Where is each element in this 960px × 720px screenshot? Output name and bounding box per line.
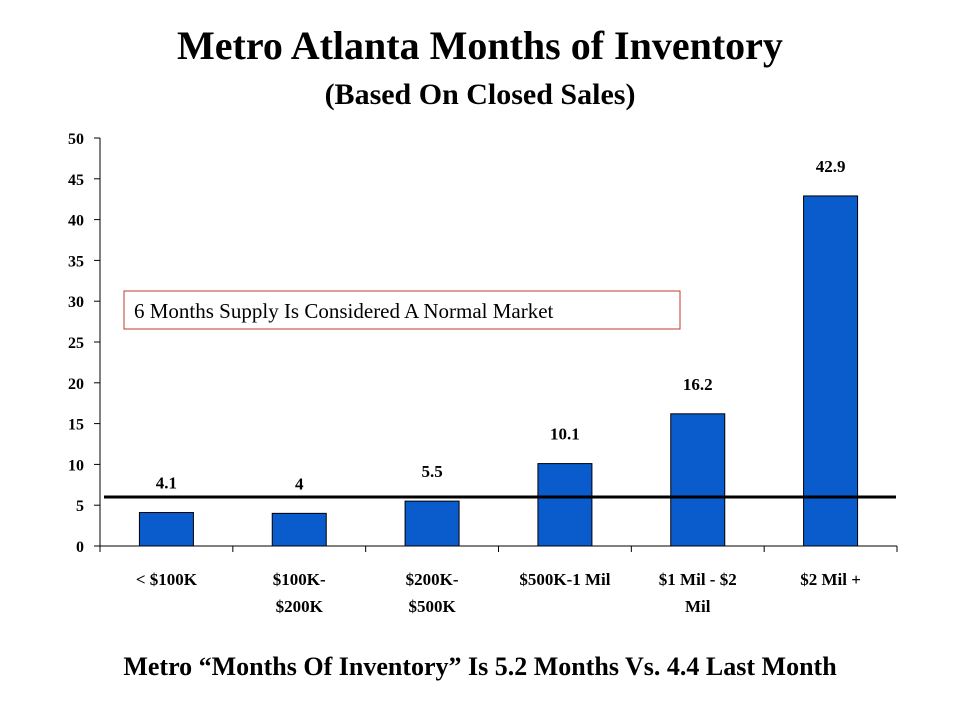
footer-note: Metro “Months Of Inventory” Is 5.2 Month… [123, 652, 837, 681]
y-tick-label: 25 [68, 335, 84, 352]
annotation: 6 Months Supply Is Considered A Normal M… [104, 290, 896, 499]
x-tick-label: $1 Mil - $2 [659, 570, 737, 589]
x-tick-label: $500K-1 Mil [519, 570, 610, 589]
x-tick-label: $200K [276, 597, 324, 616]
y-tick-label: 40 [68, 213, 84, 230]
y-tick-label: 50 [68, 131, 84, 148]
x-tick-label: $500K [408, 597, 456, 616]
x-tick-label: Mil [685, 597, 711, 616]
y-tick-label: 0 [76, 539, 84, 556]
y-tick-label: 35 [68, 253, 84, 270]
annotation-box [123, 290, 681, 330]
x-tick-label: $100K- [273, 570, 326, 589]
bar [404, 500, 460, 547]
data-label: 4.1 [156, 474, 177, 493]
bars [138, 195, 859, 547]
x-tick-label: < $100K [136, 570, 198, 589]
chart-subtitle: (Based On Closed Sales) [324, 78, 636, 111]
y-tick-label: 30 [68, 294, 84, 311]
y-tick-label: 10 [68, 457, 84, 474]
data-label: 16.2 [683, 375, 713, 394]
axes: 0 5 10 15 20 25 30 35 40 45 50 < $100K $100K- $200K $2… [68, 131, 898, 616]
y-tick-label: 15 [68, 417, 84, 434]
x-tick-label: $2 Mil + [800, 570, 861, 589]
data-label: 10.1 [550, 425, 580, 444]
data-labels: 4.1 4 5.5 10.1 16.2 42.9 [156, 157, 846, 493]
bar [138, 512, 194, 547]
y-tick-label: 20 [68, 376, 84, 393]
bar [537, 463, 593, 547]
data-label: 42.9 [816, 157, 846, 176]
annotation-text: 6 Months Supply Is Considered A Normal M… [134, 299, 554, 323]
data-label: 4 [295, 474, 304, 493]
bar [271, 512, 327, 547]
x-tick-label: $200K- [406, 570, 459, 589]
bar [803, 195, 859, 547]
y-tick-label: 45 [68, 172, 84, 189]
data-label: 5.5 [421, 462, 442, 481]
chart-title: Metro Atlanta Months of Inventory [177, 23, 783, 68]
bar [670, 413, 726, 547]
y-tick-label: 5 [76, 498, 84, 515]
